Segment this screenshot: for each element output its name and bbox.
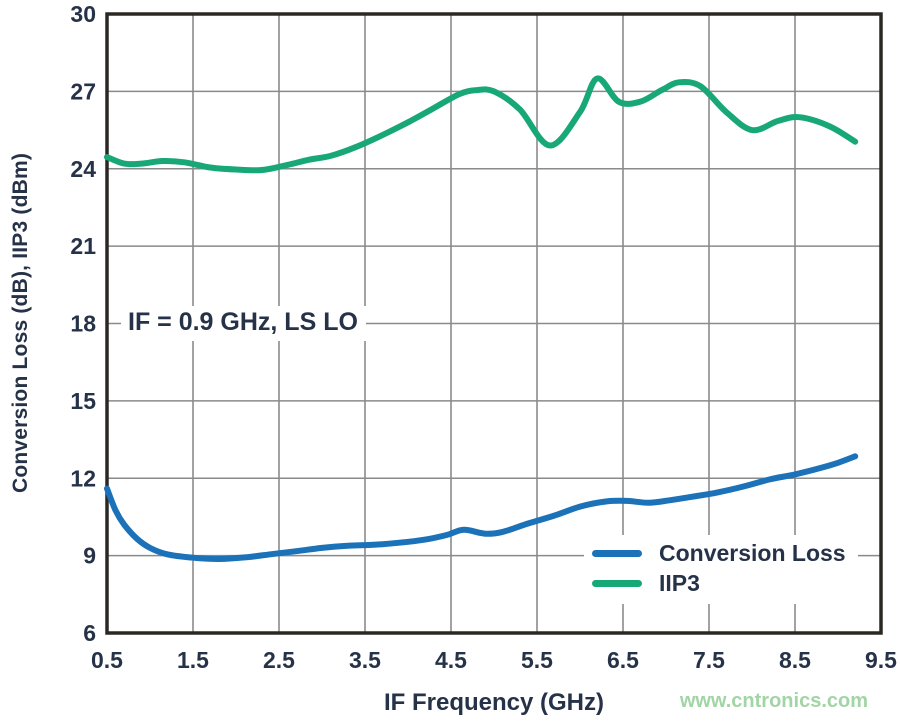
- legend-label-conversion-loss: Conversion Loss: [659, 539, 846, 566]
- conversion-loss-line-swatch: [592, 549, 642, 557]
- y-tick-24: 24: [70, 156, 96, 182]
- curve-iip3: [104, 75, 859, 174]
- y-tick-30: 30: [70, 1, 96, 27]
- x-tick-0.5: 0.5: [91, 647, 123, 673]
- y-tick-9: 9: [83, 543, 96, 569]
- x-axis-title: IF Frequency (GHz): [383, 689, 605, 716]
- y-axis-title: Conversion Loss (dB), IIP3 (dBm): [9, 152, 32, 494]
- x-axis-tick-labels: 0.5 1.5 2.5 3.5 4.5 5.5 6.5 7.5 8.5 9.5: [91, 647, 897, 673]
- x-tick-3.5: 3.5: [349, 647, 381, 673]
- curve-conversion-loss: [104, 453, 859, 562]
- y-tick-15: 15: [70, 388, 96, 414]
- watermark-link: www.cntronics.com: [679, 690, 868, 712]
- chart-annotation: IF = 0.9 GHz, LS LO: [121, 306, 366, 341]
- iip3-line-swatch: [592, 579, 642, 587]
- x-tick-5.5: 5.5: [521, 647, 553, 673]
- x-tick-1.5: 1.5: [177, 647, 209, 673]
- legend-label-iip3: IIP3: [659, 569, 700, 596]
- x-tick-7.5: 7.5: [693, 647, 725, 673]
- x-tick-6.5: 6.5: [607, 647, 639, 673]
- y-tick-18: 18: [70, 311, 96, 337]
- x-tick-8.5: 8.5: [779, 647, 811, 673]
- y-tick-6: 6: [83, 620, 96, 646]
- y-tick-27: 27: [70, 78, 96, 104]
- legend: Conversion Loss IIP3: [584, 535, 858, 604]
- data-curves: [104, 75, 859, 562]
- y-tick-12: 12: [70, 465, 96, 491]
- legend-item-conversion-loss: Conversion Loss: [592, 538, 846, 568]
- legend-item-iip3: IIP3: [592, 568, 846, 598]
- x-tick-2.5: 2.5: [263, 647, 295, 673]
- x-tick-4.5: 4.5: [435, 647, 467, 673]
- y-axis-tick-labels: 6 9 12 15 18 21 24 27 30: [70, 1, 96, 646]
- plot-border: [105, 12, 883, 635]
- y-tick-21: 21: [70, 233, 96, 259]
- x-tick-9.5: 9.5: [865, 647, 897, 673]
